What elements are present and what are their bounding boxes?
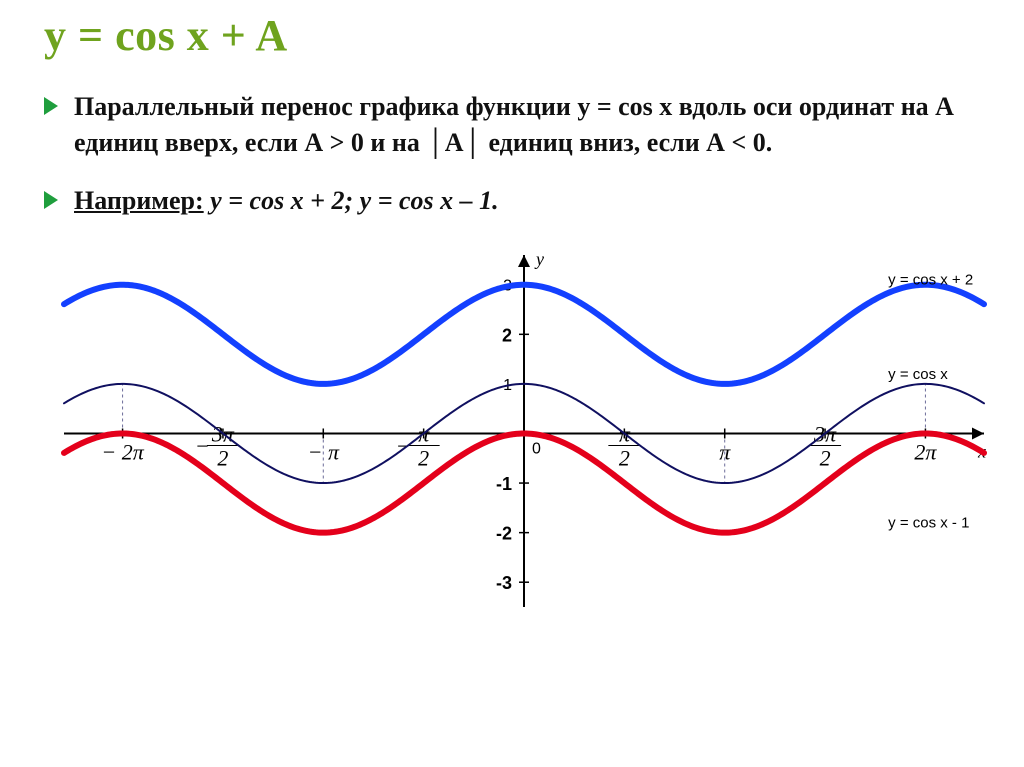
cosine-chart: yx-3-2-11230− 2π−3π2− π−π2π2π3π22πy = co… — [44, 241, 1004, 621]
svg-text:2: 2 — [418, 445, 429, 470]
svg-text:2π: 2π — [914, 439, 937, 464]
svg-text:y = cos x + 2: y = cos x + 2 — [888, 271, 973, 288]
bullet-2: Например: y = cos x + 2; y = cos x – 1. — [44, 183, 988, 219]
svg-text:−: − — [195, 433, 210, 458]
example-lead: Например: — [74, 186, 204, 215]
svg-text:-3: -3 — [496, 573, 512, 593]
bullet-icon — [44, 97, 58, 115]
bullet-1-text: Параллельный перенос графика функции y =… — [74, 89, 988, 161]
bullet-2-text: Например: y = cos x + 2; y = cos x – 1. — [74, 183, 499, 219]
svg-text:y = cos x: y = cos x — [888, 366, 948, 383]
svg-text:y: y — [534, 249, 544, 269]
svg-text:-2: -2 — [496, 523, 512, 543]
svg-text:2: 2 — [217, 445, 228, 470]
example-rest: y = cos x + 2; y = cos x – 1. — [204, 186, 499, 215]
svg-text:− π: − π — [308, 439, 340, 464]
svg-text:2: 2 — [502, 325, 512, 345]
chart-container: yx-3-2-11230− 2π−3π2− π−π2π2π3π22πy = co… — [44, 241, 988, 621]
svg-text:2: 2 — [619, 445, 630, 470]
svg-text:-1: -1 — [496, 474, 512, 494]
svg-text:− 2π: − 2π — [101, 439, 144, 464]
page-title: y = cos x + A — [44, 10, 988, 61]
svg-text:π: π — [719, 439, 731, 464]
bullet-1: Параллельный перенос графика функции y =… — [44, 89, 988, 161]
svg-text:2: 2 — [820, 445, 831, 470]
svg-text:0: 0 — [532, 440, 541, 457]
svg-text:y = cos x - 1: y = cos x - 1 — [888, 514, 969, 531]
bullet-icon — [44, 191, 58, 209]
